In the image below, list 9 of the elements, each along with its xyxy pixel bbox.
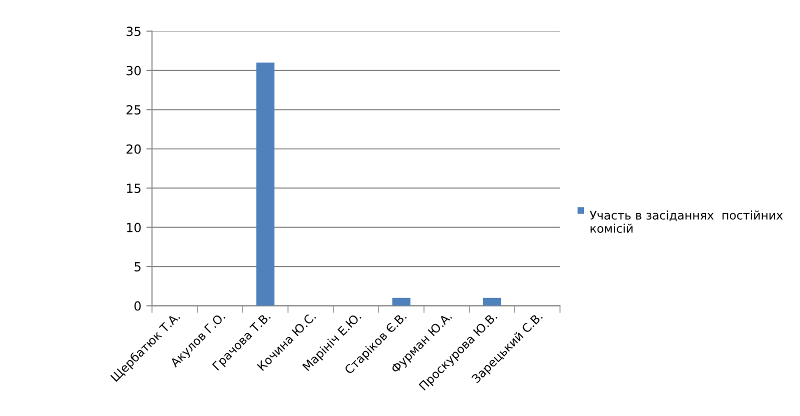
y-tick-label: 15 [127, 184, 140, 194]
legend-label: Участь в засіданнях постійних комісій [590, 210, 783, 233]
y-tick-label: 35 [126, 26, 140, 36]
y-tick-label: 30 [126, 66, 141, 76]
y-tick-label: 0 [134, 301, 141, 311]
y-tick-label: 5 [134, 262, 140, 272]
y-tick-label: 25 [126, 105, 140, 115]
y-tick-label: 20 [126, 144, 141, 154]
y-tick-label: 10 [127, 222, 141, 232]
